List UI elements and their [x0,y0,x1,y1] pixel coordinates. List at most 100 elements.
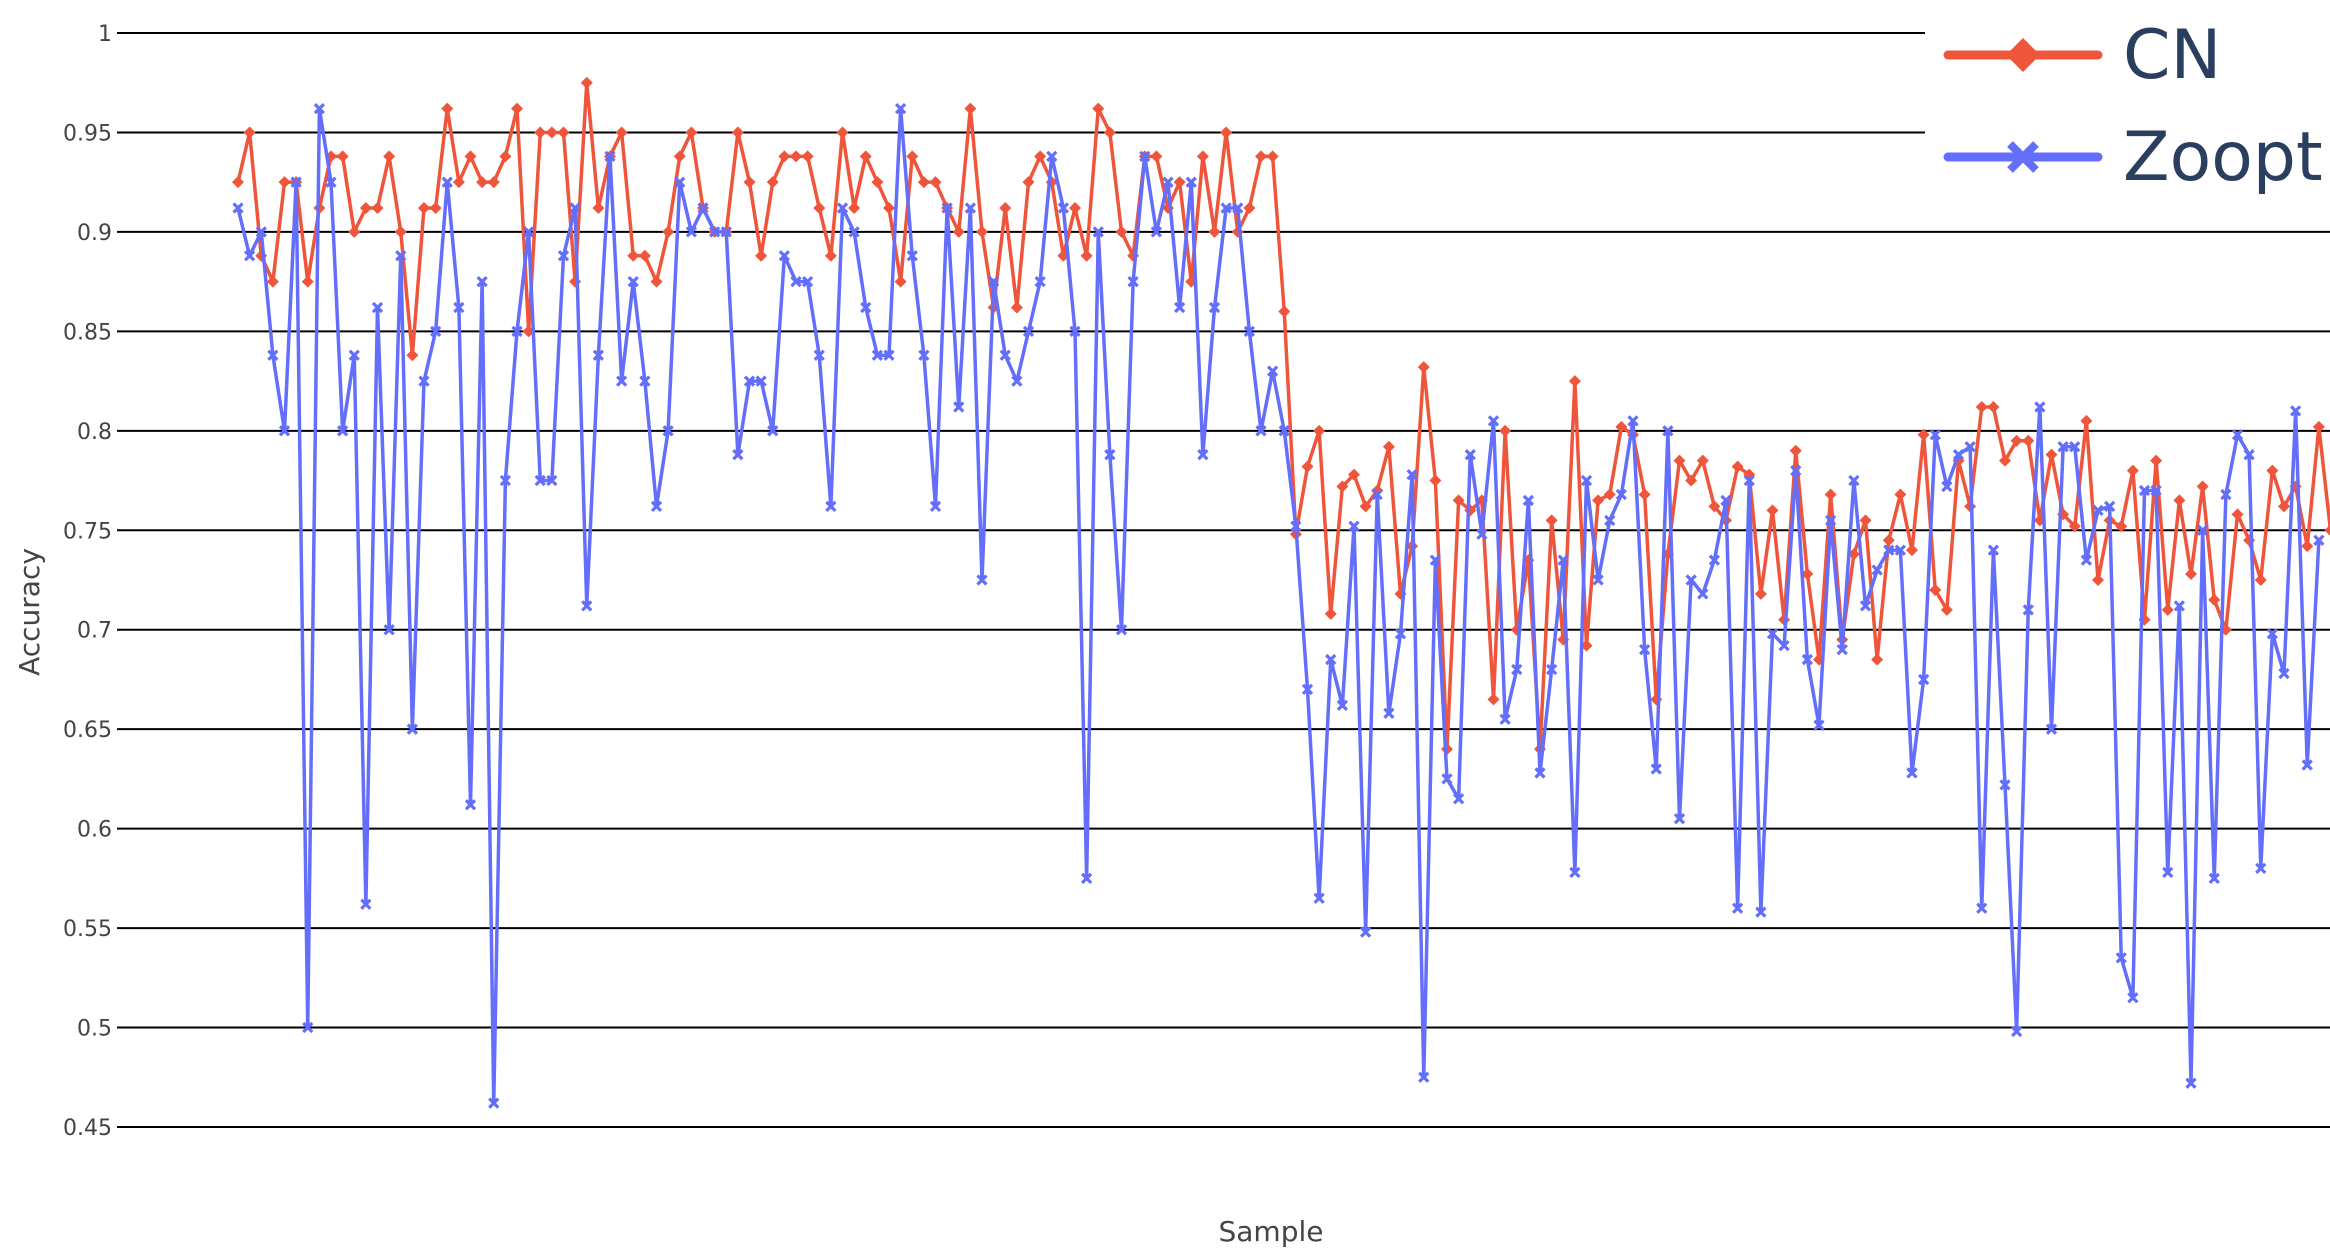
data-point [487,176,500,189]
y-tick-label: 0.75 [63,519,112,544]
data-point [778,250,791,262]
data-point [883,349,895,361]
legend-marker-zoopt [2007,141,2039,173]
data-point [592,202,605,215]
data-point [2324,524,2330,536]
y-tick-label: 0.55 [63,917,112,942]
data-point [1790,464,1802,477]
data-point [1150,226,1163,238]
data-point [2115,952,2127,964]
data-point [801,276,814,288]
data-point [1220,126,1233,139]
data-point [1348,520,1360,532]
data-point [2278,667,2290,680]
data-point [766,176,779,189]
data-point [534,126,547,139]
data-point [511,102,523,115]
data-point [359,202,372,215]
data-point [1406,468,1418,481]
data-point [2069,441,2081,453]
data-point [1394,628,1407,640]
data-point [1464,449,1476,461]
data-point [743,176,756,189]
data-point [824,249,837,262]
data-point [813,349,825,361]
data-point [1290,520,1302,532]
data-point [1022,176,1035,189]
data-point [604,150,616,162]
data-point [871,349,884,361]
data-point [1429,554,1442,566]
data-point [767,425,779,437]
data-point [453,301,465,314]
data-point [964,102,977,115]
data-point [1708,500,1721,513]
data-point [452,176,465,189]
data-point [1255,425,1267,437]
data-point [987,276,1000,288]
data-point [313,102,326,115]
data-point [1499,424,1512,437]
data-point [2208,872,2220,884]
data-point [2103,500,2116,513]
data-point [639,375,651,387]
data-point [464,799,477,811]
data-point [1255,150,1267,163]
data-point [685,126,698,139]
data-point [1359,926,1372,938]
data-point [929,500,942,513]
data-point [1196,150,1209,163]
data-point [755,249,768,262]
data-point [569,275,582,288]
data-point [1987,400,2000,413]
data-point [638,249,651,262]
data-point [557,126,570,139]
data-point [371,301,384,314]
data-point [2022,604,2034,616]
data-point [418,375,430,387]
data-point [2162,866,2174,879]
data-point [1278,425,1290,437]
data-point [859,150,872,163]
data-point [1557,554,1569,566]
data-point [1336,480,1349,493]
data-point [1696,454,1709,467]
y-tick-label: 0.85 [63,320,112,345]
y-tick-label: 0.6 [77,818,112,843]
data-point [1208,225,1221,238]
data-point [1476,528,1488,540]
data-point [1929,429,1941,441]
data-point [929,176,942,189]
data-point [1592,494,1605,507]
data-point [1197,449,1209,461]
data-point [1162,176,1174,188]
data-point [1139,150,1151,162]
data-point [2231,508,2244,521]
data-point [278,176,291,189]
data-point [1232,202,1244,214]
y-tick-labels: 1 0.95 0.9 0.85 0.8 0.75 0.7 0.65 0.6 0.55 0.5 0.45 [63,22,112,1141]
data-point [685,226,698,238]
data-point [732,449,744,461]
data-point [569,202,581,214]
x-axis-title: Sample [1219,1215,1324,1248]
data-point [848,202,861,215]
data-point [1836,643,1848,656]
data-point [255,226,267,238]
data-point [511,325,523,337]
data-point [917,176,930,189]
data-point [1580,474,1593,487]
legend-marker-cn [2006,38,2040,72]
data-point [2034,401,2046,413]
data-point [1243,325,1256,337]
data-point [801,150,814,163]
data-point [1011,375,1023,387]
data-point [999,202,1012,215]
data-point [1115,624,1128,636]
data-point [778,150,791,163]
data-point [592,349,605,361]
data-point [964,202,977,214]
data-point [2150,454,2163,467]
data-point [2266,628,2279,640]
